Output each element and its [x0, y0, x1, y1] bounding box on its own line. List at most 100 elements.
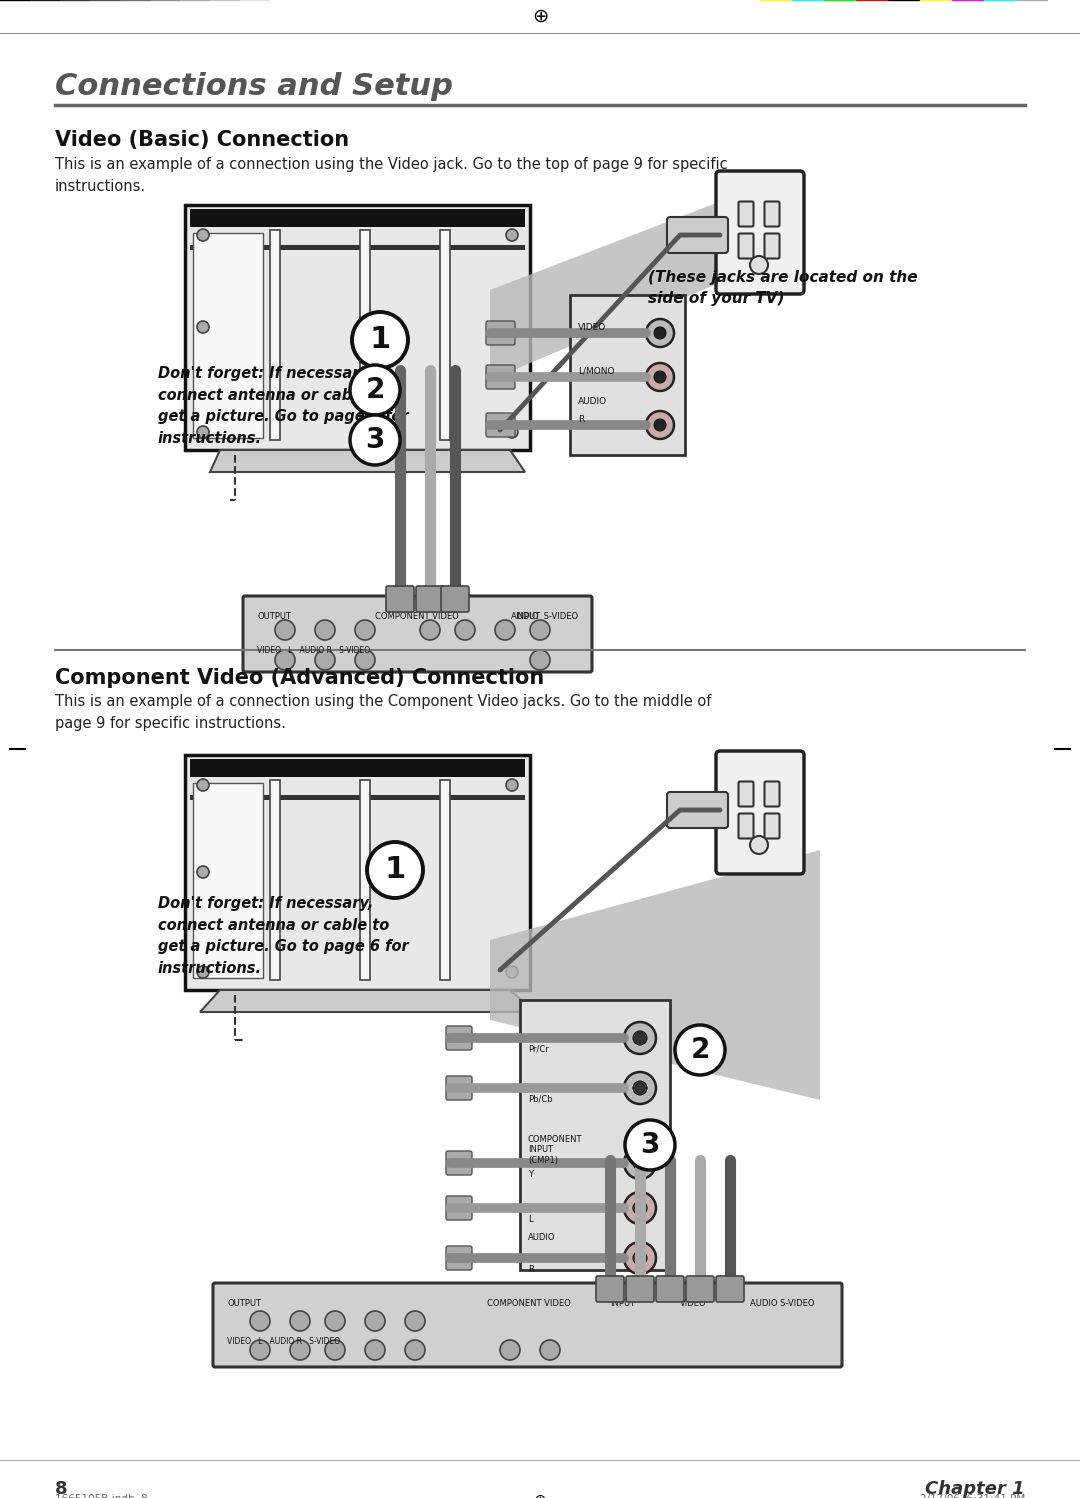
Bar — [190, 246, 525, 250]
Text: 2: 2 — [365, 376, 384, 404]
Circle shape — [495, 620, 515, 640]
Text: 2/17/06  6:31:41 PM: 2/17/06 6:31:41 PM — [920, 1494, 1025, 1498]
Circle shape — [352, 312, 408, 369]
Circle shape — [365, 1341, 384, 1360]
Bar — [270, 780, 280, 980]
Text: Pb/Cb: Pb/Cb — [528, 1095, 553, 1104]
Bar — [185, 205, 530, 449]
Text: COMPONENT VIDEO: COMPONENT VIDEO — [487, 1299, 570, 1308]
Circle shape — [507, 229, 518, 241]
Text: AUDIO: AUDIO — [578, 397, 607, 406]
FancyBboxPatch shape — [716, 750, 804, 873]
Circle shape — [350, 366, 400, 415]
Circle shape — [750, 256, 768, 274]
Circle shape — [624, 1192, 656, 1224]
Circle shape — [624, 1022, 656, 1055]
Text: Don't forget: If necessary,
connect antenna or cable to
get a picture. Go to pag: Don't forget: If necessary, connect ante… — [158, 366, 408, 446]
Text: AUDIO: AUDIO — [528, 1233, 555, 1242]
Text: 2: 2 — [690, 1037, 710, 1064]
Text: Connections and Setup: Connections and Setup — [55, 72, 453, 100]
Text: VIDEO   L   AUDIO R   S-VIDEO: VIDEO L AUDIO R S-VIDEO — [257, 646, 370, 655]
Circle shape — [633, 1031, 647, 1046]
Circle shape — [197, 229, 210, 241]
Text: Component Video (Advanced) Connection: Component Video (Advanced) Connection — [55, 668, 544, 688]
Bar — [193, 234, 264, 437]
Text: ⊕: ⊕ — [534, 1494, 546, 1498]
Bar — [570, 295, 685, 455]
Text: Video (Basic) Connection: Video (Basic) Connection — [55, 130, 349, 150]
Circle shape — [249, 1311, 270, 1332]
Circle shape — [405, 1341, 426, 1360]
Circle shape — [646, 363, 674, 391]
Circle shape — [507, 779, 518, 791]
Text: OUTPUT: OUTPUT — [227, 1299, 261, 1308]
FancyBboxPatch shape — [213, 1282, 842, 1368]
Text: (These jacks are located on the
side of your TV): (These jacks are located on the side of … — [648, 270, 918, 306]
Text: This is an example of a connection using the Component Video jacks. Go to the mi: This is an example of a connection using… — [55, 694, 712, 731]
Text: INPUT: INPUT — [610, 1299, 635, 1308]
Text: 1665105B.indb  8: 1665105B.indb 8 — [55, 1494, 148, 1498]
Text: 3: 3 — [640, 1131, 660, 1159]
Bar — [190, 759, 525, 777]
Text: 8: 8 — [55, 1480, 68, 1498]
FancyBboxPatch shape — [446, 1076, 472, 1100]
Text: COMPONENT
INPUT
(CMP1): COMPONENT INPUT (CMP1) — [528, 1135, 582, 1165]
FancyBboxPatch shape — [765, 813, 780, 839]
Text: COMPONENT VIDEO: COMPONENT VIDEO — [375, 613, 459, 622]
Circle shape — [654, 419, 666, 431]
Circle shape — [507, 425, 518, 437]
Circle shape — [355, 650, 375, 670]
Text: L/MONO: L/MONO — [578, 367, 615, 376]
Text: R: R — [528, 1264, 534, 1273]
Circle shape — [455, 620, 475, 640]
Circle shape — [633, 1201, 647, 1215]
FancyBboxPatch shape — [716, 1276, 744, 1302]
Circle shape — [325, 1341, 345, 1360]
Circle shape — [249, 1341, 270, 1360]
Circle shape — [633, 1156, 647, 1170]
Circle shape — [325, 1311, 345, 1332]
Bar — [360, 780, 370, 980]
Circle shape — [675, 1025, 725, 1076]
Circle shape — [315, 620, 335, 640]
Circle shape — [275, 620, 295, 640]
FancyBboxPatch shape — [667, 792, 728, 828]
Circle shape — [291, 1341, 310, 1360]
FancyBboxPatch shape — [656, 1276, 684, 1302]
Text: INPUT: INPUT — [515, 613, 540, 622]
Bar — [440, 231, 450, 440]
Text: Chapter 1: Chapter 1 — [926, 1480, 1025, 1498]
Circle shape — [315, 650, 335, 670]
Bar — [193, 783, 264, 978]
Bar — [519, 1001, 670, 1270]
Text: OUTPUT: OUTPUT — [257, 613, 291, 622]
Circle shape — [633, 1082, 647, 1095]
Circle shape — [365, 1311, 384, 1332]
Circle shape — [197, 966, 210, 978]
Bar — [185, 755, 530, 990]
FancyBboxPatch shape — [243, 596, 592, 673]
Circle shape — [646, 410, 674, 439]
Circle shape — [540, 1341, 561, 1360]
Circle shape — [624, 1147, 656, 1179]
FancyBboxPatch shape — [686, 1276, 714, 1302]
Circle shape — [197, 425, 210, 437]
Polygon shape — [200, 990, 535, 1013]
Circle shape — [197, 866, 210, 878]
Circle shape — [197, 321, 210, 333]
Text: This is an example of a connection using the Video jack. Go to the top of page 9: This is an example of a connection using… — [55, 157, 728, 193]
Text: R: R — [578, 415, 584, 424]
FancyBboxPatch shape — [441, 586, 469, 613]
Circle shape — [367, 842, 423, 897]
Circle shape — [654, 327, 666, 339]
Text: AUDIO  S-VIDEO: AUDIO S-VIDEO — [511, 613, 578, 622]
Text: ⊕: ⊕ — [531, 6, 549, 25]
Text: VIDEO: VIDEO — [680, 1299, 706, 1308]
Text: Pr/Cr: Pr/Cr — [528, 1046, 549, 1055]
Text: Y: Y — [528, 1170, 534, 1179]
FancyBboxPatch shape — [765, 202, 780, 226]
Text: L: L — [528, 1215, 532, 1224]
Polygon shape — [210, 449, 525, 472]
FancyBboxPatch shape — [739, 782, 754, 806]
Bar — [440, 780, 450, 980]
